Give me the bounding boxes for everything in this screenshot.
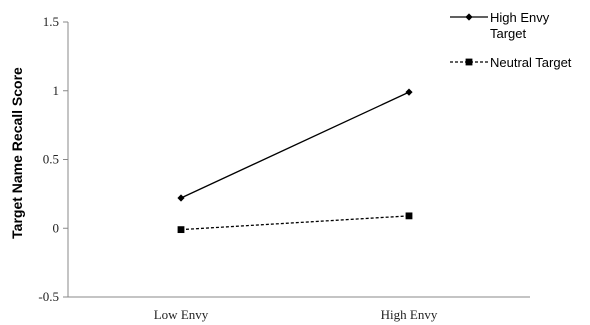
data-point <box>177 226 185 234</box>
legend-marker <box>465 13 473 21</box>
data-point <box>177 194 185 202</box>
y-axis-title: Target Name Recall Score <box>9 67 25 239</box>
y-tick-label: 1 <box>53 83 60 98</box>
x-tick-label: Low Envy <box>154 307 209 322</box>
series-high-envy-target <box>177 88 413 202</box>
series-layer <box>177 88 413 234</box>
data-point <box>405 212 413 220</box>
data-point <box>405 88 413 96</box>
axes: -0.5 0 0.5 1 1.5 Low Envy High Envy <box>38 14 530 322</box>
legend-marker <box>465 58 473 66</box>
y-tick-label: 0.5 <box>43 152 59 167</box>
series-neutral-target <box>177 212 413 234</box>
series-line <box>180 215 410 231</box>
y-tick-label: 0 <box>53 220 60 235</box>
y-tick-label: -0.5 <box>38 289 59 304</box>
legend-label: High Envy <box>490 10 550 25</box>
x-tick-label: High Envy <box>381 307 438 322</box>
legend-label: Target <box>490 26 527 41</box>
legend-label: Neutral Target <box>490 55 572 70</box>
legend-entry: Neutral Target <box>450 55 572 70</box>
y-tick-label: 1.5 <box>43 14 59 29</box>
series-line <box>180 91 410 199</box>
